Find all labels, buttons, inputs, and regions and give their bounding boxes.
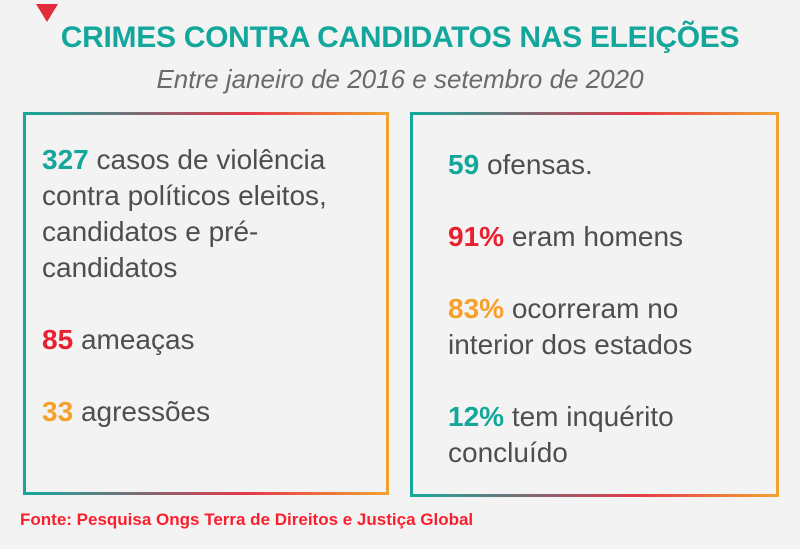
stat-label: casos de violência contra políticos elei… bbox=[42, 144, 327, 283]
stat-value: 91% bbox=[448, 221, 505, 252]
stat-aggressions: 33 agressões bbox=[42, 394, 378, 430]
page-subtitle: Entre janeiro de 2016 e setembro de 2020 bbox=[156, 63, 644, 94]
stat-label: tem inquérito concluído bbox=[448, 401, 674, 468]
header: CRIMES CONTRA CANDIDATOS NAS ELEIÇÕES En… bbox=[0, 0, 800, 95]
stat-men-percentage: 91% eram homens bbox=[448, 219, 764, 255]
stat-label: ocorreram no interior dos estados bbox=[448, 293, 693, 360]
stat-value: 327 bbox=[42, 144, 89, 175]
right-stats-box: 59 ofensas. 91% eram homens 83% ocorrera… bbox=[410, 112, 779, 497]
page-title: CRIMES CONTRA CANDIDATOS NAS ELEIÇÕES bbox=[60, 21, 740, 54]
stat-label: eram homens bbox=[511, 221, 684, 252]
stat-threats: 85 ameaças bbox=[42, 322, 378, 358]
stat-label: agressões bbox=[80, 396, 211, 427]
stat-interior-percentage: 83% ocorreram no interior dos estados bbox=[448, 291, 764, 363]
stat-value: 59 bbox=[448, 149, 480, 180]
stat-value: 85 bbox=[42, 324, 74, 355]
stat-value: 33 bbox=[42, 396, 74, 427]
stat-label: ofensas. bbox=[486, 149, 593, 180]
stat-inquiry-percentage: 12% tem inquérito concluído bbox=[448, 399, 764, 471]
stat-violence-cases: 327 casos de violência contra políticos … bbox=[42, 142, 378, 286]
stat-label: ameaças bbox=[80, 324, 195, 355]
stat-value: 83% bbox=[448, 293, 505, 324]
source-credit: Fonte: Pesquisa Ongs Terra de Direitos e… bbox=[20, 510, 474, 529]
left-stats-box: 327 casos de violência contra políticos … bbox=[23, 112, 389, 495]
stat-offenses: 59 ofensas. bbox=[448, 147, 764, 183]
stat-value: 12% bbox=[448, 401, 505, 432]
red-triangle-icon bbox=[36, 4, 58, 22]
